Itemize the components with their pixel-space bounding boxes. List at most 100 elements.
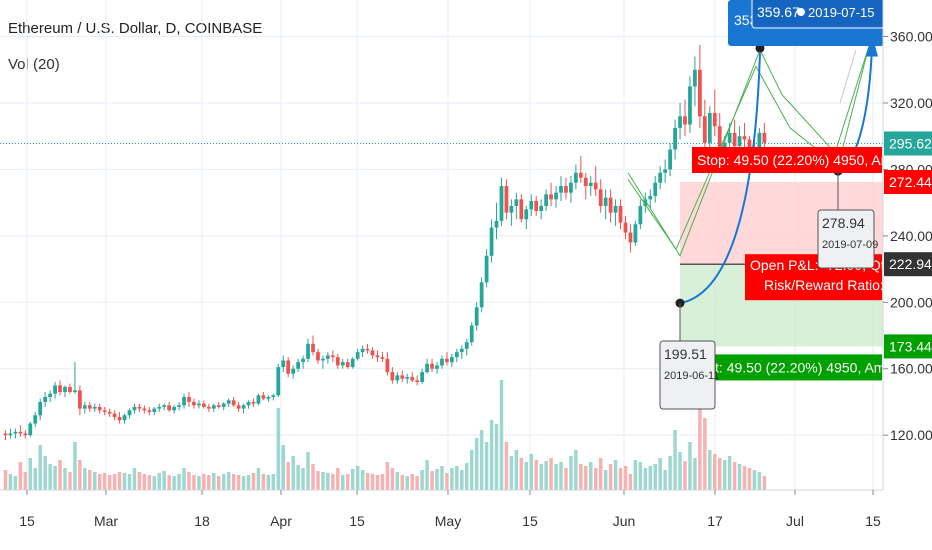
volume-bar	[435, 469, 439, 490]
volume-bar	[524, 462, 529, 490]
volume-bar	[564, 468, 568, 490]
volume-bar	[18, 462, 23, 490]
candle-body	[564, 186, 568, 193]
candle-body	[261, 395, 266, 399]
candle-body	[702, 116, 707, 143]
candle-body	[569, 182, 573, 193]
candle-body	[464, 342, 469, 349]
candle-body	[539, 205, 544, 211]
price-tag: 295.62	[889, 135, 932, 151]
volume-bar	[732, 462, 737, 490]
candle-body	[296, 362, 301, 369]
volume-bar	[326, 473, 330, 490]
risk-reward-label: Risk/Reward Ratio: 1	[764, 277, 896, 293]
volume-bar	[147, 475, 152, 490]
candle-body	[489, 227, 494, 256]
volume-bar	[48, 464, 52, 490]
volume-bar	[569, 456, 573, 490]
volume-bar	[514, 450, 519, 490]
candle-body	[459, 348, 464, 353]
candle-body	[197, 403, 201, 406]
volume-bar	[187, 472, 191, 490]
candle-body	[97, 406, 102, 411]
volume-bar	[494, 424, 499, 490]
pattern-line	[627, 49, 869, 251]
candle-body	[87, 405, 92, 409]
candle-body	[117, 416, 122, 421]
candle-body	[316, 352, 320, 361]
volume-bar	[613, 460, 618, 490]
volume-bar	[474, 438, 479, 490]
price-tag-box	[884, 334, 932, 359]
volume-bar	[479, 430, 484, 490]
callout-mid-value: 278.94	[822, 215, 865, 231]
volume-bar	[127, 474, 132, 490]
volume-bar	[584, 466, 588, 490]
volume-bar	[673, 430, 677, 490]
candle-body	[544, 194, 549, 206]
volume-bar	[38, 445, 42, 490]
candle-body	[286, 360, 291, 374]
candle-body	[732, 132, 737, 147]
candle-body	[325, 355, 330, 359]
volume-bar	[301, 468, 305, 490]
candle-body	[216, 405, 221, 407]
candle-body	[742, 136, 747, 140]
volume-bar	[370, 474, 375, 490]
candle-body	[112, 413, 117, 417]
volume-bar	[271, 474, 276, 490]
volume-bar	[167, 475, 171, 490]
volume-bar	[88, 470, 92, 490]
candle-body	[82, 405, 87, 409]
candle-body	[722, 142, 727, 150]
volume-bar	[251, 473, 256, 490]
candle-body	[206, 406, 211, 409]
volume-bar	[638, 462, 643, 490]
price-tag-box	[884, 252, 932, 277]
volume-bar	[574, 450, 578, 490]
volume-bar	[593, 468, 598, 490]
x-tick-label: 15	[349, 513, 365, 529]
volume-bar	[132, 468, 137, 490]
candle-body	[281, 360, 286, 368]
volume-bar	[345, 474, 350, 490]
candle-body	[534, 200, 539, 211]
volume-bar	[455, 466, 459, 490]
volume-bar	[311, 464, 315, 490]
volume-bar	[717, 458, 722, 490]
volume-bar	[430, 471, 434, 490]
candle-body	[454, 352, 459, 358]
x-tick-label: 15	[522, 513, 538, 529]
volume-bar	[360, 470, 365, 490]
volume-bar	[23, 472, 28, 490]
volume-indicator-label: Vol (20)	[8, 56, 60, 73]
x-tick-label: Apr	[270, 513, 292, 529]
candle-body	[127, 410, 132, 416]
volume-bar	[762, 476, 767, 490]
volume-bar	[534, 460, 538, 490]
volume-bar	[529, 454, 533, 490]
candle-body	[291, 368, 296, 374]
candle-body	[405, 377, 410, 379]
volume-bar	[683, 461, 687, 490]
volume-bar	[643, 468, 648, 490]
candle-body	[211, 405, 216, 409]
candle-body	[152, 408, 157, 412]
volume-bar	[122, 473, 127, 490]
candle-body	[147, 410, 152, 412]
candle-body	[474, 307, 479, 326]
callout-mid-box	[817, 209, 875, 269]
volume-bar	[722, 460, 727, 490]
candle-body	[524, 209, 529, 220]
projection-line	[839, 49, 857, 104]
volume-bar	[623, 466, 628, 490]
callout-low-value: 199.51	[664, 346, 707, 362]
volume-bar	[747, 468, 752, 490]
x-tick-label: 18	[194, 513, 210, 529]
price-tag: 173.44	[889, 338, 932, 354]
volume-bar	[3, 470, 8, 490]
volume-bar	[509, 456, 514, 490]
volume-bar	[212, 473, 216, 490]
candle-body	[33, 415, 38, 424]
